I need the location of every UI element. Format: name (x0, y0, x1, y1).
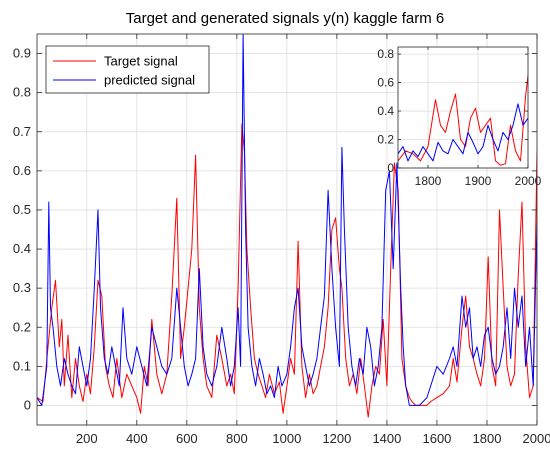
legend-label: predicted signal (104, 73, 195, 88)
x-tick-label: 200 (76, 431, 98, 446)
y-tick-label: 0.5 (13, 202, 31, 217)
series-line-predicted-main (37, 34, 537, 406)
y-tick-label: 0 (24, 397, 31, 412)
x-tick-label: 1600 (422, 431, 451, 446)
legend-label: Target signal (104, 54, 178, 69)
x-tick-label: 600 (176, 431, 198, 446)
y-tick-label: 0.4 (377, 104, 394, 118)
plot-area-inset (398, 47, 528, 168)
axes-box-inset (397, 46, 529, 169)
x-tick-label: 1000 (272, 431, 301, 446)
legend: Target signal predicted signal (45, 45, 210, 94)
x-tick-label: 400 (126, 431, 148, 446)
x-tick-label: 2000 (515, 174, 542, 188)
x-tick-label: 1400 (372, 431, 401, 446)
y-tick-label: 0.3 (13, 280, 31, 295)
y-tick-label: 0.2 (377, 133, 394, 147)
y-tick-label: 0.4 (13, 241, 31, 256)
y-tick-label: 0.1 (13, 358, 31, 373)
x-tick-label: 1800 (473, 431, 502, 446)
y-tick-label: 0 (387, 161, 394, 175)
legend-box (45, 45, 210, 94)
y-tick-label: 0.8 (377, 47, 394, 61)
y-tick-label: 0.6 (377, 76, 394, 90)
series-line-target-main (37, 123, 537, 418)
x-tick-label: 2000 (523, 431, 550, 446)
chart-title: Target and generated signals y(n) kaggle… (126, 10, 445, 27)
series-line-predicted-inset (398, 103, 528, 162)
inset-plot: 1800 1900 2000 0 0.2 0.4 0.6 0.8 (377, 46, 542, 188)
y-tick-label: 0.6 (13, 163, 31, 178)
y-tick-label: 0.9 (13, 46, 31, 61)
x-tick-label: 800 (226, 431, 248, 446)
x-tick-label: 1800 (415, 174, 442, 188)
y-tick-label: 0.8 (13, 85, 31, 100)
x-tick-label: 1900 (465, 174, 492, 188)
y-tick-label: 0.7 (13, 124, 31, 139)
series-line-target-inset (398, 75, 528, 166)
y-tick-label: 0.2 (13, 319, 31, 334)
x-tick-label: 1200 (322, 431, 351, 446)
